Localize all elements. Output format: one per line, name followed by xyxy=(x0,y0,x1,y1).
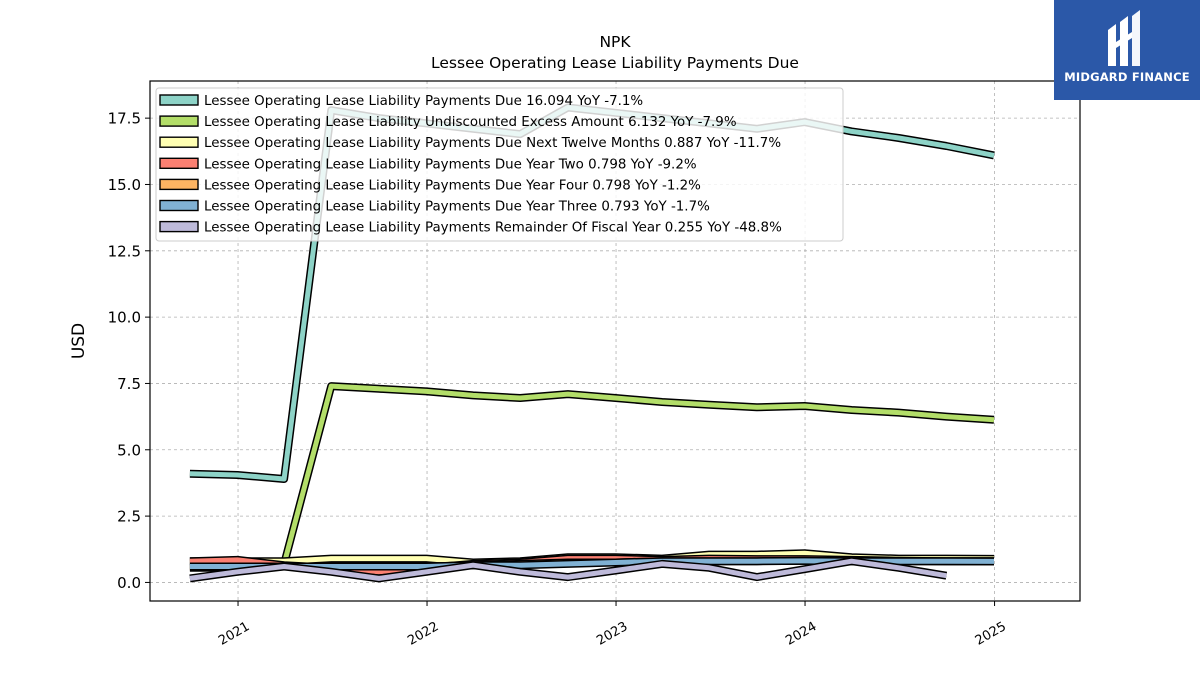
y-tick-label: 5.0 xyxy=(117,441,141,459)
x-tick-label: 2021 xyxy=(216,619,252,649)
series-stroke xyxy=(189,558,947,581)
x-tick-label: 2022 xyxy=(405,619,441,649)
y-tick-label: 17.5 xyxy=(108,110,141,128)
y-tick-label: 0.0 xyxy=(117,574,141,592)
series-line-7 xyxy=(189,557,948,583)
y-tick-label: 2.5 xyxy=(117,508,141,526)
y-tick-label: 10.0 xyxy=(108,309,141,327)
chart-title: NPK xyxy=(599,33,631,51)
plot-frame xyxy=(149,80,1081,602)
series-stroke xyxy=(281,383,995,565)
legend-swatch xyxy=(159,178,199,191)
legend-label: Lessee Operating Lease Liability Payment… xyxy=(204,157,697,172)
legend-label: Lessee Operating Lease Liability Payment… xyxy=(204,200,710,215)
x-tick-label: 2024 xyxy=(783,619,819,649)
legend-label: Lessee Operating Lease Liability Payment… xyxy=(204,94,643,109)
legend-label: Lessee Operating Lease Liability Payment… xyxy=(204,221,782,236)
x-tick-label: 2025 xyxy=(973,619,1009,649)
legend-swatch xyxy=(159,94,199,106)
brand-logo: MIDGARD FINANCE xyxy=(1054,0,1200,100)
legend-label: Lessee Operating Lease Liability Payment… xyxy=(204,178,701,193)
legend-swatch xyxy=(159,157,199,170)
legend-label: Lessee Operating Lease Liability Payment… xyxy=(204,136,781,151)
brand-name: MIDGARD FINANCE xyxy=(1064,70,1190,84)
chart-subtitle: Lessee Operating Lease Liability Payment… xyxy=(431,54,799,72)
y-tick-label: 15.0 xyxy=(108,176,141,194)
legend-swatch xyxy=(159,199,199,212)
legend-label: Lessee Operating Lease Liability Undisco… xyxy=(204,115,737,130)
legend-swatch xyxy=(159,220,199,233)
y-axis-label: USD xyxy=(69,323,89,359)
y-tick-label: 7.5 xyxy=(117,375,141,393)
x-tick-label: 2023 xyxy=(594,619,630,649)
y-tick-label: 12.5 xyxy=(108,242,141,260)
legend-box xyxy=(155,87,844,242)
midgard-logo-icon xyxy=(1108,10,1140,66)
legend-swatch xyxy=(159,136,199,148)
series-line-2 xyxy=(280,382,995,565)
legend-swatch xyxy=(159,115,199,127)
